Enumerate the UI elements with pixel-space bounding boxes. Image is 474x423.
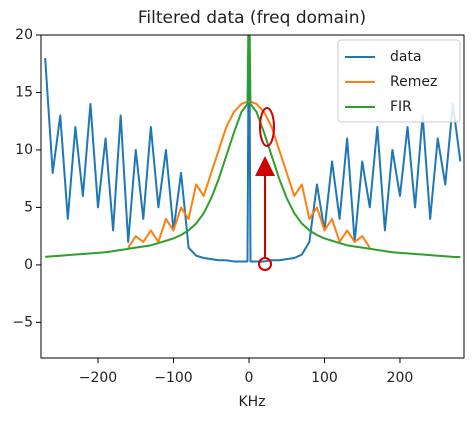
legend-label: Remez	[390, 74, 437, 90]
x-axis-label: KHz	[238, 394, 265, 410]
series-line	[45, 35, 461, 259]
y-tick-label: 20	[15, 27, 33, 43]
y-tick-label: 0	[24, 257, 33, 273]
chart-title: Filtered data (freq domain)	[138, 8, 366, 28]
legend-box	[337, 39, 461, 123]
series-line	[127, 100, 371, 249]
annotations	[255, 107, 275, 271]
y-tick-label: 15	[15, 84, 33, 100]
x-tick-label: −100	[154, 370, 192, 386]
x-tick-label: 0	[245, 370, 254, 386]
x-tick-label: 200	[387, 370, 414, 386]
highlight-ellipse	[259, 107, 275, 147]
series-line	[44, 35, 462, 263]
highlight-circle	[258, 257, 272, 271]
legend-label: FIR	[390, 99, 412, 115]
legend: data Remez FIR	[337, 39, 461, 123]
x-tick-label: 100	[311, 370, 338, 386]
plot-area	[44, 35, 462, 263]
y-tick-label: −5	[12, 314, 33, 330]
x-tick-label: −200	[79, 370, 117, 386]
y-tick-label: 10	[15, 142, 33, 158]
legend-label: data	[390, 49, 422, 65]
y-tick-label: 5	[24, 199, 33, 215]
axes-frame	[40, 34, 465, 359]
